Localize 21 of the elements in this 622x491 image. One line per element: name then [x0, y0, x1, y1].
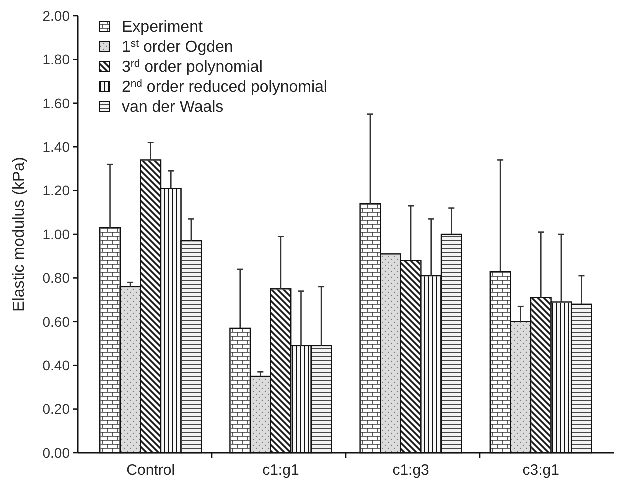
- x-tick-label: c3:g1: [522, 462, 560, 479]
- x-tick-label: c1:g1: [262, 462, 300, 479]
- y-tick-label: 1.80: [42, 52, 70, 68]
- legend-label: 2$^{nd}$ order reduced polynomial: [122, 78, 328, 96]
- x-tick-label: Control: [126, 462, 176, 479]
- y-tick-label: 1.20: [42, 182, 70, 199]
- y-tick-label: 2.00: [42, 8, 70, 24]
- legend-label: Experiment: [122, 19, 204, 36]
- legend-label: 3$^{rd}$ order polynomial: [122, 58, 263, 76]
- y-axis-title: Elastic modulus (kPa): [11, 157, 28, 312]
- y-tick-label: 1.60: [42, 95, 70, 112]
- y-tick-label: 0.80: [42, 270, 70, 286]
- legend-label: van der Waals: [122, 99, 224, 116]
- x-tick-label: c1:g3: [392, 462, 430, 479]
- y-tick-label: 1.00: [42, 226, 70, 242]
- y-tick-label: 0.60: [42, 314, 70, 330]
- legend-label: 1$^{st}$ order Ogden: [122, 38, 234, 56]
- y-tick-label: 0.40: [42, 358, 70, 374]
- y-tick-label: 0.20: [42, 401, 70, 418]
- y-tick-label: 0.00: [42, 444, 70, 461]
- y-tick-label: 1.40: [42, 139, 70, 155]
